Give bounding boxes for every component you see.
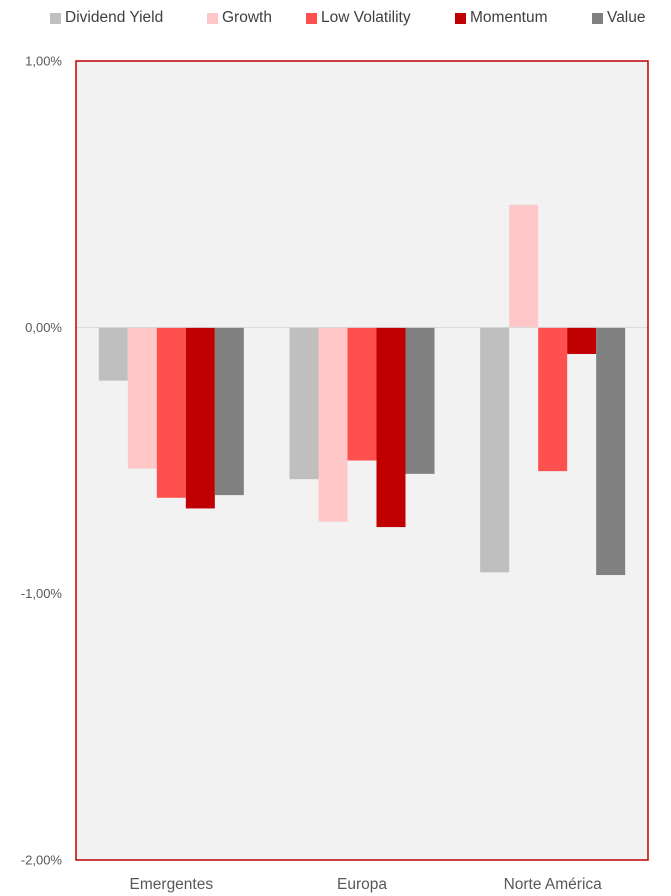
- bar-low-volatility-europa: [347, 327, 377, 461]
- bars-group: [98, 204, 626, 576]
- bar-low-volatility-norte-américa: [538, 327, 568, 472]
- bar-dividend-yield-europa: [289, 327, 319, 480]
- legend-label: Dividend Yield: [65, 9, 164, 26]
- bar-momentum-norte-américa: [567, 327, 597, 354]
- bar-momentum-emergentes: [185, 327, 215, 509]
- legend-swatch: [455, 12, 466, 24]
- bar-value-norte-américa: [596, 327, 626, 576]
- bar-dividend-yield-norte-américa: [480, 327, 510, 573]
- bar-value-emergentes: [214, 327, 244, 496]
- legend-swatch: [592, 12, 603, 24]
- legend-swatch: [306, 12, 317, 24]
- legend-swatch: [207, 12, 218, 24]
- legend-item-value[interactable]: Value: [592, 9, 646, 27]
- legend-label: Value: [607, 9, 646, 26]
- legend-swatch: [50, 12, 61, 24]
- bar-value-europa: [405, 327, 435, 474]
- legend-label: Low Volatility: [321, 9, 411, 26]
- x-category-label: Norte América: [504, 876, 603, 893]
- y-axis: 1,00% 0,00% -1,00% -2,00%: [21, 54, 63, 868]
- legend-item-dividend-yield[interactable]: Dividend Yield: [50, 9, 163, 27]
- x-axis: Emergentes Europa Norte América: [130, 876, 603, 893]
- bar-momentum-europa: [376, 327, 406, 528]
- bar-growth-europa: [318, 327, 348, 522]
- y-tick-label: 1,00%: [25, 54, 62, 69]
- bar-dividend-yield-emergentes: [98, 327, 128, 381]
- y-tick-label: 0,00%: [25, 320, 62, 335]
- y-tick-label: -2,00%: [21, 853, 63, 868]
- bar-growth-norte-américa: [509, 204, 539, 328]
- legend-item-growth[interactable]: Growth: [207, 9, 272, 27]
- legend-label: Growth: [222, 9, 272, 26]
- plot-border: [75, 60, 649, 861]
- bar-low-volatility-emergentes: [156, 327, 186, 498]
- chart-legend: Dividend Yield Growth Low Volatility Mom…: [0, 9, 671, 33]
- legend-item-momentum[interactable]: Momentum: [455, 9, 548, 27]
- x-category-label: Emergentes: [130, 876, 214, 893]
- y-tick-label: -1,00%: [21, 586, 63, 601]
- legend-label: Momentum: [470, 9, 548, 26]
- legend-item-low-volatility[interactable]: Low Volatility: [306, 9, 411, 27]
- bar-growth-emergentes: [127, 327, 157, 469]
- x-category-label: Europa: [337, 876, 387, 893]
